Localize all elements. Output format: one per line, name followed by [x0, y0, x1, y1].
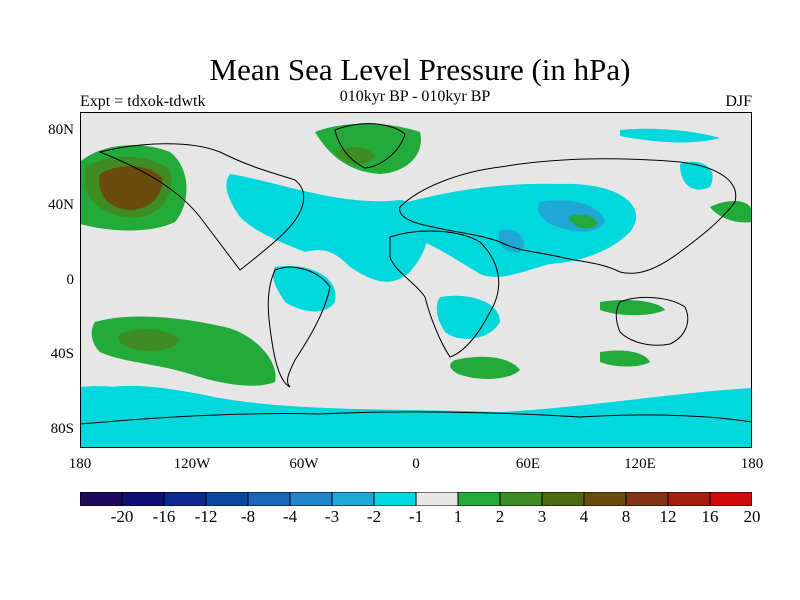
- colorbar-swatch: [583, 492, 627, 506]
- lat-label: 80N: [48, 122, 74, 138]
- australia-coast: [615, 297, 689, 346]
- colorbar-tick-label: 4: [579, 507, 589, 526]
- colorbar-swatch: [667, 492, 711, 506]
- colorbar-tick-label: 16: [701, 507, 719, 526]
- lat-label: 40N: [48, 197, 74, 213]
- greenland-coast: [334, 123, 406, 169]
- north-pacific-east-positive: [710, 200, 752, 223]
- colorbar-tick-label: -1: [408, 507, 424, 526]
- experiment-label: Expt = tdxok-tdwtk: [80, 93, 206, 110]
- colorbar-tick-label: 3: [537, 507, 547, 526]
- colorbar-swatch: [80, 492, 123, 506]
- lon-label: 60E: [515, 456, 541, 472]
- africa-coast: [389, 230, 500, 358]
- colorbar-tick-label: -8: [240, 507, 256, 526]
- antarctica-coast: [80, 411, 752, 425]
- colorbar-swatch: [331, 492, 375, 506]
- lon-label: 180: [68, 456, 92, 472]
- season-label: DJF: [725, 93, 752, 110]
- south-america-coast: [267, 266, 331, 388]
- map-frame: [80, 112, 752, 448]
- colorbar-tick-label: 1: [453, 507, 463, 526]
- colorbar-swatch: [457, 492, 501, 506]
- north-pacific-core-positive: [99, 166, 163, 210]
- negative-anomaly-regions: [80, 128, 752, 448]
- colorbar-tick-label: -16: [152, 507, 176, 526]
- north-america-coast: [98, 143, 305, 271]
- colorbar-swatch: [163, 492, 207, 506]
- lat-label: 40S: [50, 346, 74, 362]
- antarctic-negative-band: [80, 385, 752, 448]
- colorbar-swatch: [247, 492, 291, 506]
- south-america-negative: [273, 266, 336, 312]
- australia-south-positive: [600, 350, 650, 367]
- period-label: 010kyr BP - 010kyr BP: [339, 88, 491, 105]
- lon-label: 120W: [173, 456, 211, 472]
- high-positive-regions: [99, 166, 163, 210]
- atlantic-negative: [226, 174, 429, 282]
- colorbar-tick-label: -20: [110, 507, 134, 526]
- lon-label: 180: [740, 456, 764, 472]
- colorbar-swatch: [415, 492, 459, 506]
- lon-label: 60W: [289, 456, 319, 472]
- colorbar-swatch: [709, 492, 752, 506]
- colorbar-tick-label: 2: [495, 507, 505, 526]
- lon-label: 0: [412, 456, 420, 472]
- arabia-deep-negative: [498, 229, 524, 253]
- colorbar-swatch: [541, 492, 585, 506]
- south-pacific-mid-positive: [118, 329, 180, 351]
- colorbar-tick-label: 20: [743, 507, 761, 526]
- colorbar-tick-label: -12: [194, 507, 218, 526]
- lat-label: 80S: [50, 421, 74, 437]
- colorbar-tick-label: 8: [621, 507, 631, 526]
- colorbar-tick-label: -4: [282, 507, 298, 526]
- colorbar-tick-label: 12: [659, 507, 677, 526]
- indian-ocean-positive: [450, 356, 520, 379]
- colorbar-swatch: [625, 492, 669, 506]
- northwest-pacific-negative: [680, 161, 713, 190]
- colorbar-tick-label: -3: [324, 507, 340, 526]
- arctic-negative: [620, 128, 720, 143]
- map-title: Mean Sea Level Pressure (in hPa): [209, 52, 631, 87]
- tibet-positive: [568, 214, 598, 229]
- lon-label: 120E: [624, 456, 656, 472]
- colorbar-swatch: [205, 492, 249, 506]
- colorbar-swatch: [499, 492, 543, 506]
- colorbar-swatch: [289, 492, 333, 506]
- africa-negative: [436, 295, 500, 339]
- greenland-positive: [315, 123, 421, 174]
- colorbar-tick-label: -2: [366, 507, 382, 526]
- colorbar: [80, 492, 752, 506]
- colorbar-swatch: [121, 492, 165, 506]
- eurasia-coast: [399, 158, 737, 274]
- colorbar-swatch: [373, 492, 417, 506]
- coastlines: [80, 123, 752, 425]
- pressure-map: [80, 112, 752, 448]
- lat-label: 0: [66, 272, 75, 288]
- southern-pacific-negative: [80, 386, 160, 416]
- map-background: [80, 112, 752, 448]
